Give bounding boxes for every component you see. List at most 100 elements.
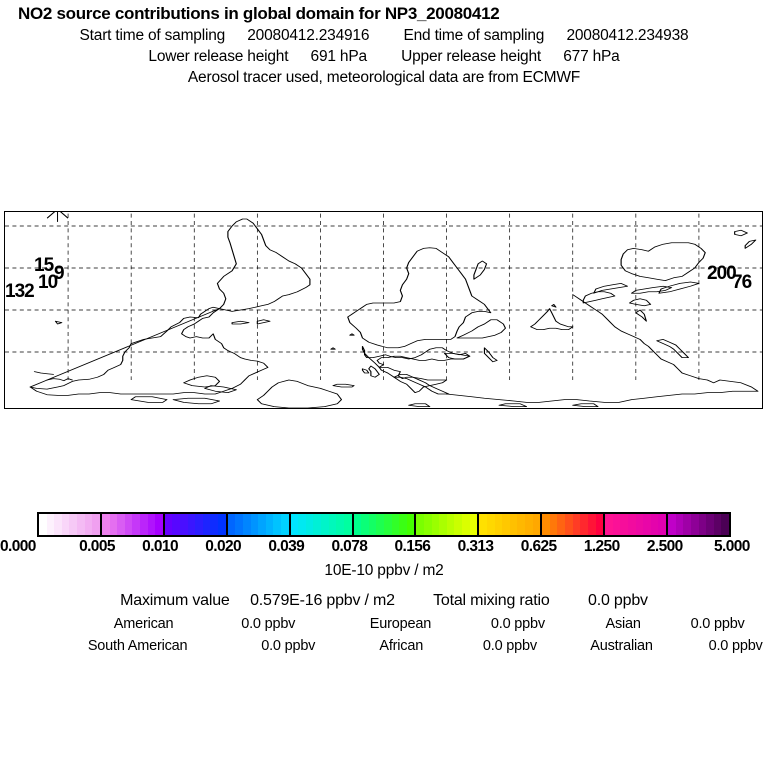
- colorbar-tick-4: 0.039: [268, 538, 305, 555]
- colorbar-step: [690, 514, 699, 535]
- map-annotation-1: 9: [54, 263, 65, 284]
- end-time-value: 20080412.234938: [566, 27, 689, 44]
- colorbar-step: [321, 514, 329, 535]
- start-time-value: 20080412.234916: [247, 27, 370, 44]
- region-value-african: 0.0 ppbv: [482, 638, 537, 654]
- colorbar-segment-5: [353, 514, 417, 535]
- colorbar-step: [147, 514, 156, 535]
- colorbar-step: [525, 514, 533, 535]
- colorbar-step: [605, 514, 613, 535]
- colorbar-step: [61, 514, 70, 535]
- release-site-asterisk: [43, 212, 72, 222]
- colorbar-tick-11: 5.000: [714, 538, 750, 555]
- colorbar-step: [124, 514, 133, 535]
- sampling-time-line: Start time of sampling 20080412.234916 E…: [0, 27, 768, 45]
- total-mixing-ratio-label: Total mixing ratio: [433, 592, 550, 609]
- maximum-value-label: Maximum value: [120, 592, 230, 609]
- colorbar-segment-10: [668, 514, 729, 535]
- colorbar-step: [139, 514, 148, 535]
- colorbar-step: [353, 514, 362, 535]
- colorbar-step: [509, 514, 518, 535]
- header-block: NO2 source contributions in global domai…: [0, 0, 768, 87]
- region-label-asian: Asian: [605, 616, 641, 632]
- colorbar-segment-9: [605, 514, 669, 535]
- colorbar-step: [172, 514, 181, 535]
- colorbar-tick-9: 1.250: [583, 538, 620, 555]
- colorbar-step: [721, 514, 729, 535]
- colorbar-step: [431, 514, 440, 535]
- colorbar-step: [391, 514, 400, 535]
- colorbar-step: [698, 514, 707, 535]
- colorbar-step: [313, 514, 322, 535]
- colorbar-step: [542, 514, 550, 535]
- colorbar-step: [235, 514, 243, 535]
- colorbar-step: [180, 514, 188, 535]
- colorbar-tick-8: 0.625: [520, 538, 557, 555]
- colorbar-step: [368, 514, 377, 535]
- colorbar-step: [454, 514, 463, 535]
- colorbar-step: [399, 514, 407, 535]
- region-label-european: European: [369, 616, 432, 632]
- colorbar-step: [280, 514, 289, 535]
- colorbar-step: [92, 514, 100, 535]
- maximum-value: 0.579E-16 ppbv / m2: [250, 592, 395, 609]
- colorbar-step: [195, 514, 203, 535]
- colorbar-step: [336, 514, 344, 535]
- colorbar-step: [39, 514, 47, 535]
- colorbar-segment-3: [227, 514, 291, 535]
- colorbar-tick-7: 0.313: [457, 538, 494, 555]
- colorbar-step: [250, 514, 259, 535]
- colorbar-segment-2: [164, 514, 228, 535]
- colorbar-step: [242, 514, 251, 535]
- colorbar-step: [658, 514, 667, 535]
- colorbar-step: [549, 514, 558, 535]
- colorbar-segment-8: [542, 514, 606, 535]
- colorbar-step: [675, 514, 684, 535]
- colorbar-step: [469, 514, 478, 535]
- colorbar-step: [210, 514, 219, 535]
- colorbar-step: [479, 514, 487, 535]
- colorbar[interactable]: [37, 512, 731, 537]
- region-label-australian: Australian: [590, 638, 653, 654]
- colorbar-step: [290, 514, 299, 535]
- region-label-south-american: South American: [87, 638, 188, 654]
- colorbar-step: [218, 514, 226, 535]
- colorbar-tick-1: 0.005: [79, 538, 115, 555]
- colorbar-step: [265, 514, 274, 535]
- graticule-lines: [5, 212, 762, 380]
- colorbar-step: [298, 514, 306, 535]
- region-value-american: 0.0 ppbv: [241, 616, 296, 632]
- colorbar-step: [572, 514, 581, 535]
- colorbar-tick-3: 0.020: [205, 538, 242, 555]
- statistics-block: Maximum value 0.579E-16 ppbv / m2 Total …: [0, 592, 768, 654]
- colorbar-step: [517, 514, 525, 535]
- colorbar-step: [258, 514, 266, 535]
- colorbar-step: [532, 514, 541, 535]
- colorbar-step: [187, 514, 196, 535]
- colorbar-tick-0: 0.000: [0, 538, 36, 555]
- lower-release-height-value: 691 hPa: [310, 48, 368, 65]
- region-row-northern: American 0.0 ppbv European 0.0 ppbv Asia…: [0, 616, 768, 632]
- colorbar-step: [361, 514, 369, 535]
- region-row-southern: South American 0.0 ppbv African 0.0 ppbv…: [0, 638, 768, 654]
- colorbar-segment-1: [101, 514, 165, 535]
- end-time-label: End time of sampling: [403, 27, 545, 44]
- colorbar-step: [305, 514, 314, 535]
- colorbar-step: [101, 514, 110, 535]
- total-mixing-ratio-value: 0.0 ppbv: [588, 592, 648, 609]
- colorbar-step: [587, 514, 596, 535]
- map-annotation-5: 76: [732, 272, 752, 293]
- region-value-asian: 0.0 ppbv: [690, 616, 745, 632]
- method-line: Aerosol tracer used, meteorological data…: [187, 69, 581, 86]
- world-map-panel[interactable]: 15 9 10 132 200 76: [4, 211, 763, 409]
- colorbar-step: [580, 514, 588, 535]
- colorbar-unit-label: 10E-10 ppbv / m2: [324, 562, 444, 579]
- colorbar-tick-10: 2.500: [646, 538, 683, 555]
- colorbar-step: [164, 514, 173, 535]
- colorbar-step: [713, 514, 722, 535]
- colorbar-step: [612, 514, 621, 535]
- start-time-label: Start time of sampling: [79, 27, 226, 44]
- coastlines: [29, 218, 759, 408]
- colorbar-tick-labels: 0.000 0.005 0.010 0.020 0.039 0.078 0.156 0.313…: [0, 538, 768, 556]
- colorbar-step: [227, 514, 236, 535]
